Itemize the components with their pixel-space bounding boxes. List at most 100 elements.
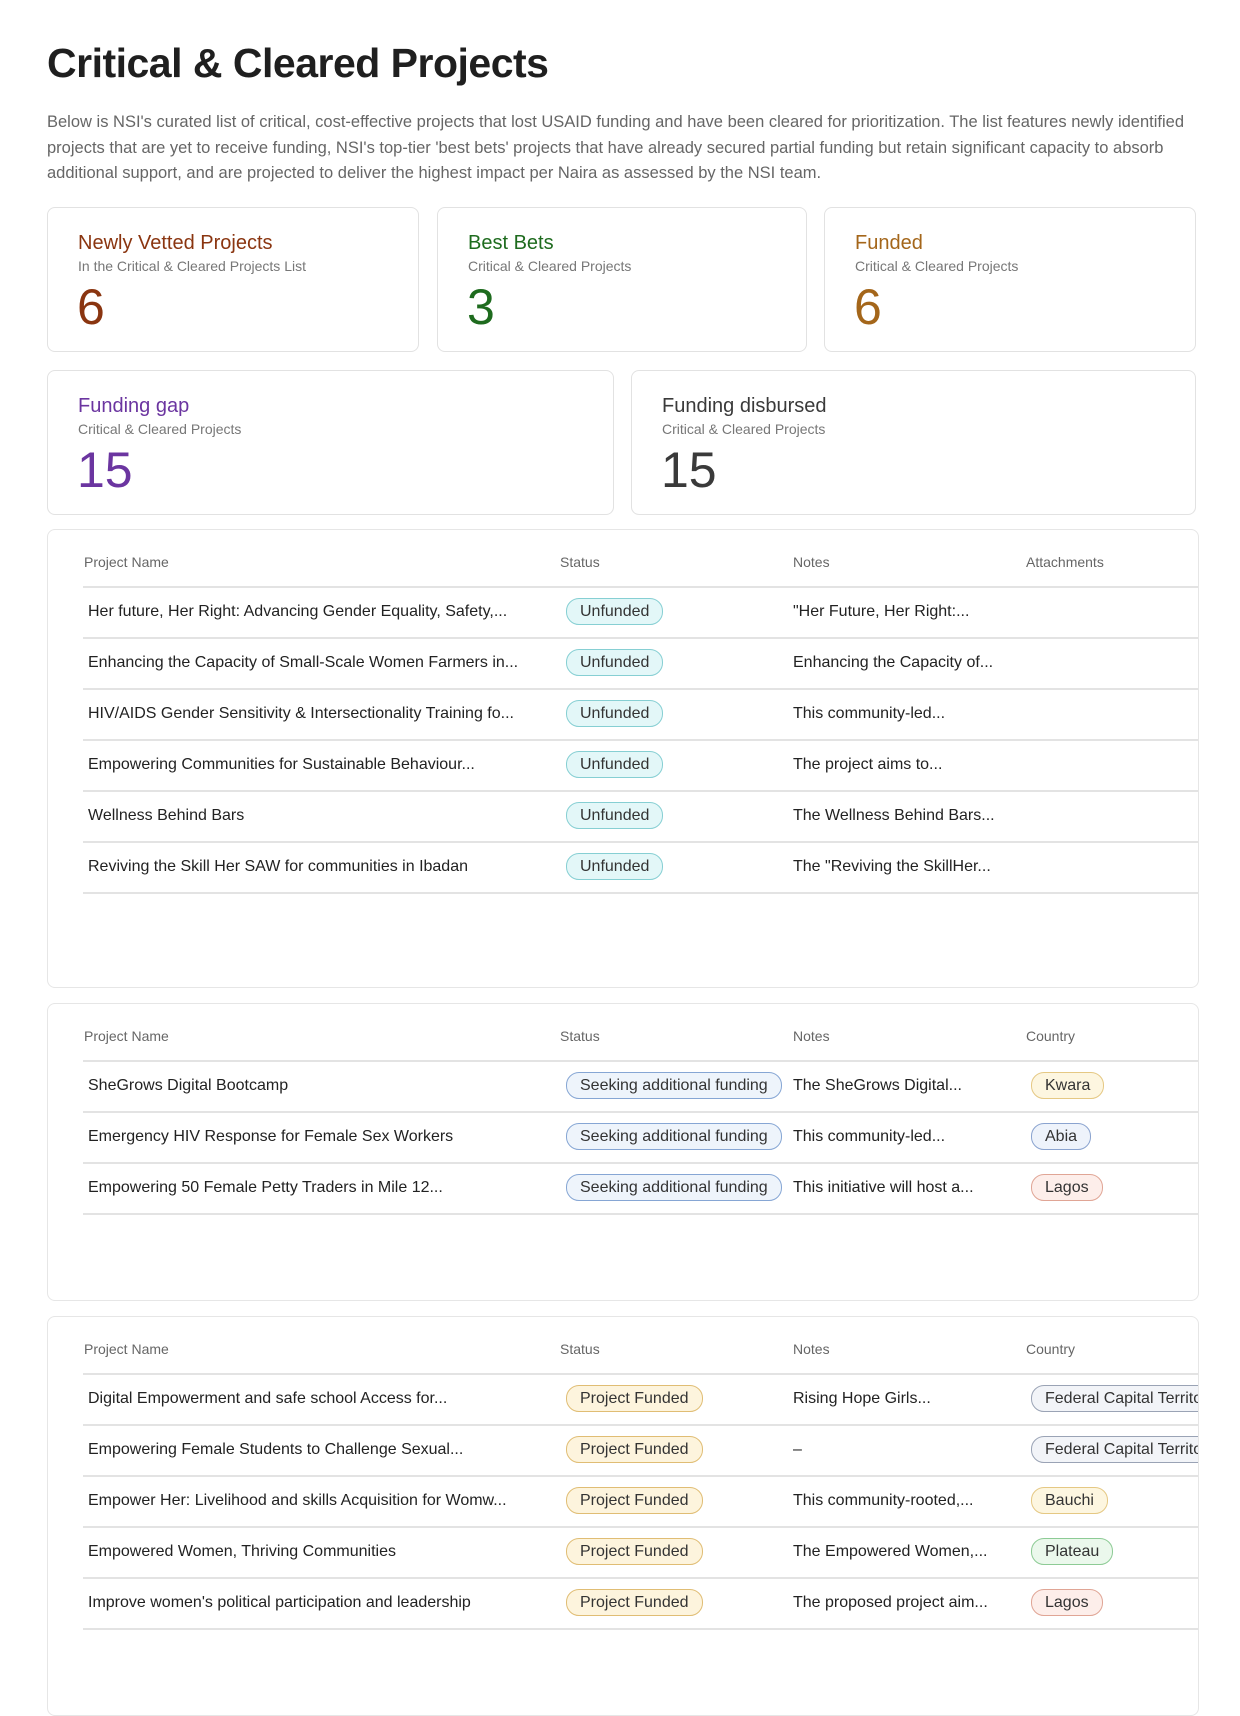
- table-cell: This community-led...: [793, 1128, 946, 1145]
- table-cell: Empowered Women, Thriving Communities: [88, 1543, 396, 1560]
- column-header: Notes: [793, 554, 830, 570]
- table-cell: Reviving the Skill Her SAW for communiti…: [88, 858, 468, 875]
- stat-subtitle: Critical & Cleared Projects: [855, 258, 1019, 274]
- table-cell: The Empowered Women,...: [793, 1543, 988, 1560]
- table-cell: Federal Capital Territory: [1031, 1384, 1198, 1414]
- row-divider: [83, 1162, 1198, 1164]
- status-pill: Project Funded: [566, 1487, 703, 1514]
- row-divider: [83, 1475, 1198, 1477]
- country-pill: Lagos: [1031, 1589, 1103, 1616]
- country-pill: Lagos: [1031, 1174, 1103, 1201]
- table-cell: Improve women's political participation …: [88, 1594, 471, 1611]
- status-pill: Unfunded: [566, 700, 664, 727]
- row-divider: [83, 1424, 1198, 1426]
- table-cell: Project Funded: [566, 1435, 782, 1465]
- table-cell: The SheGrows Digital...: [793, 1077, 962, 1094]
- row-divider: [83, 637, 1198, 639]
- row-divider: [83, 1213, 1198, 1215]
- row-divider: [83, 892, 1198, 894]
- country-pill: Kwara: [1031, 1072, 1105, 1099]
- stat-value: 3: [467, 279, 495, 335]
- column-header: Project Name: [84, 554, 169, 570]
- table-cell: The project aims to...: [793, 756, 943, 773]
- country-pill: Federal Capital Territory: [1031, 1436, 1198, 1463]
- table-cell: Seeking additional funding: [566, 1122, 782, 1152]
- table-cell: This community-rooted,...: [793, 1492, 974, 1509]
- stat-card: Funded Critical & Cleared Projects 6: [824, 207, 1196, 352]
- page-description: Below is NSI's curated list of critical,…: [47, 113, 1185, 182]
- table-cell: Abia: [1031, 1122, 1198, 1152]
- column-header: Status: [560, 1028, 600, 1044]
- stat-card: Funding gap Critical & Cleared Projects 15: [47, 370, 614, 515]
- row-divider: [83, 790, 1198, 792]
- column-header: Country: [1026, 1028, 1076, 1044]
- status-pill: Seeking additional funding: [566, 1174, 782, 1201]
- column-header: Attachments: [1026, 554, 1104, 570]
- stat-subtitle: Critical & Cleared Projects: [78, 421, 242, 437]
- row-divider: [83, 688, 1198, 690]
- stat-card: Newly Vetted Projects In the Critical & C…: [47, 207, 419, 352]
- table-cell: Federal Capital Territory: [1031, 1435, 1198, 1465]
- table-cell: Empowering Female Students to Challenge …: [88, 1441, 464, 1458]
- column-header: Notes: [793, 1028, 830, 1044]
- table-cell: Rising Hope Girls...: [793, 1390, 931, 1407]
- table-cell: –: [793, 1441, 802, 1458]
- table-cell: Lagos: [1031, 1173, 1198, 1203]
- table-cell: Unfunded: [566, 648, 782, 678]
- status-pill: Seeking additional funding: [566, 1123, 782, 1150]
- table-cell: Emergency HIV Response for Female Sex Wo…: [88, 1128, 454, 1145]
- row-divider: [83, 1628, 1198, 1630]
- table-cell: Project Funded: [566, 1588, 782, 1618]
- header-divider: [83, 1060, 1198, 1062]
- status-pill: Unfunded: [566, 751, 664, 778]
- table-cell: Bauchi: [1031, 1486, 1198, 1516]
- stat-title: Funded: [855, 232, 923, 254]
- table-cell: The Wellness Behind Bars...: [793, 807, 995, 824]
- status-pill: Project Funded: [566, 1538, 703, 1565]
- country-pill: Bauchi: [1031, 1487, 1108, 1514]
- column-header: Country: [1026, 1341, 1076, 1357]
- column-header: Project Name: [84, 1028, 169, 1044]
- table-cell: Project Funded: [566, 1537, 782, 1567]
- stat-card: Best Bets Critical & Cleared Projects 3: [437, 207, 807, 352]
- status-pill: Seeking additional funding: [566, 1072, 782, 1099]
- table-cell: Her future, Her Right: Advancing Gender …: [88, 603, 508, 620]
- table-cell: Unfunded: [566, 801, 782, 831]
- status-pill: Unfunded: [566, 649, 664, 676]
- table: Project Name Status Notes Country Digital Em…: [47, 1316, 1199, 1716]
- stat-title: Newly Vetted Projects: [78, 232, 273, 254]
- column-header: Status: [560, 1341, 600, 1357]
- table-cell: Wellness Behind Bars: [88, 807, 245, 824]
- header-divider: [83, 586, 1198, 588]
- table-cell: This community-led...: [793, 705, 946, 722]
- table-cell: The "Reviving the SkillHer...: [793, 858, 991, 875]
- stat-value: 6: [854, 279, 882, 335]
- stat-subtitle: Critical & Cleared Projects: [468, 258, 632, 274]
- row-divider: [83, 1526, 1198, 1528]
- country-pill: Plateau: [1031, 1538, 1114, 1565]
- country-pill: Abia: [1031, 1123, 1092, 1150]
- table-cell: Empowering 50 Female Petty Traders in Mi…: [88, 1179, 443, 1196]
- table-cell: The proposed project aim...: [793, 1594, 988, 1611]
- stat-value: 6: [77, 279, 105, 335]
- table-cell: Project Funded: [566, 1486, 782, 1516]
- status-pill: Project Funded: [566, 1385, 703, 1412]
- table-cell: Lagos: [1031, 1588, 1198, 1618]
- row-divider: [83, 739, 1198, 741]
- table-cell: Unfunded: [566, 699, 782, 729]
- table-cell: Unfunded: [566, 852, 782, 882]
- column-header: Status: [560, 554, 600, 570]
- column-header: Project Name: [84, 1341, 169, 1357]
- table-cell: HIV/AIDS Gender Sensitivity & Intersecti…: [88, 705, 514, 722]
- table-cell: Project Funded: [566, 1384, 782, 1414]
- stat-card: Funding disbursed Critical & Cleared Proj…: [631, 370, 1196, 515]
- status-pill: Unfunded: [566, 598, 664, 625]
- header-divider: [83, 1373, 1198, 1375]
- row-divider: [83, 841, 1198, 843]
- table-cell: "Her Future, Her Right:...: [793, 603, 970, 620]
- status-pill: Unfunded: [566, 802, 664, 829]
- page-title: Critical & Cleared Projects: [47, 40, 549, 86]
- status-pill: Project Funded: [566, 1589, 703, 1616]
- column-header: Notes: [793, 1341, 830, 1357]
- stat-value: 15: [77, 442, 133, 498]
